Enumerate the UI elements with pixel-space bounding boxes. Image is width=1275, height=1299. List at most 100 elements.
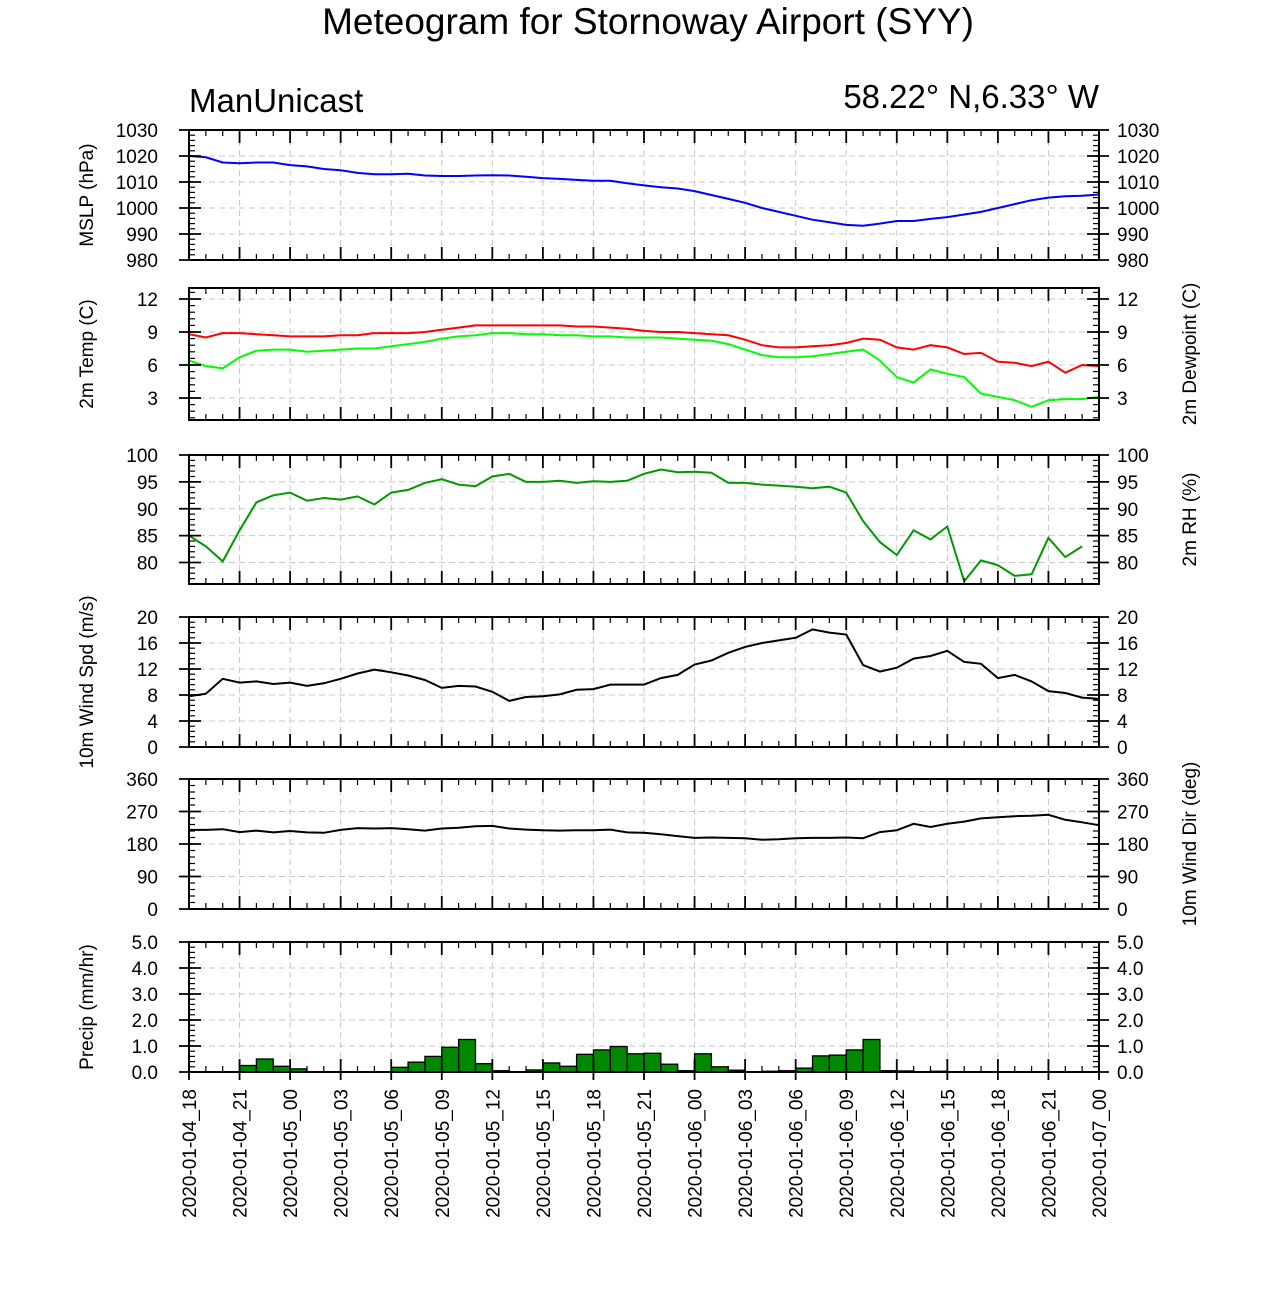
precip-ytick-label-left: 0.0 bbox=[132, 1063, 158, 1084]
wind-dir-ytick-label-right: 90 bbox=[1117, 868, 1138, 889]
wind-dir-ytick-label-left: 90 bbox=[137, 868, 158, 889]
temp-ytick-label-left: 6 bbox=[147, 356, 158, 377]
mslp-ylabel-left: MSLP (hPa) bbox=[77, 143, 98, 246]
wind-dir-ytick-label-right: 180 bbox=[1117, 835, 1149, 856]
precip-bar bbox=[255, 1058, 274, 1073]
wind-dir-panel: 0 0 90 90 180 180 270 270 360 360 10m Wind Dir (de… bbox=[126, 762, 1201, 927]
mslp-ytick-label-left: 1010 bbox=[116, 173, 158, 194]
time-tick-label: 2020-01-05_18 bbox=[584, 1089, 605, 1218]
precip-bar bbox=[828, 1054, 847, 1073]
mslp-ytick-label-right: 1010 bbox=[1117, 173, 1159, 194]
wind-dir-ytick-label-right: 270 bbox=[1117, 803, 1149, 824]
wind-speed-ytick-label-left: 20 bbox=[137, 608, 158, 629]
precip-ytick-label-right: 2.0 bbox=[1117, 1011, 1143, 1032]
mslp-ytick-label-left: 1030 bbox=[116, 121, 158, 142]
temp-ytick-label-right: 6 bbox=[1117, 356, 1128, 377]
precip-ytick-label-right: 0.0 bbox=[1117, 1063, 1143, 1084]
mslp-ytick-label-right: 980 bbox=[1117, 251, 1149, 272]
wind-speed-ylabel-left: 10m Wind Spd (m/s) bbox=[77, 595, 98, 768]
wind-speed-ytick-label-right: 16 bbox=[1117, 634, 1138, 655]
precip-bar bbox=[474, 1063, 493, 1073]
temp-series-line-1 bbox=[188, 324, 1100, 374]
precip-ytick-label-right: 1.0 bbox=[1117, 1037, 1143, 1058]
mslp-series-line-1 bbox=[188, 155, 1100, 227]
wind-speed-ytick-label-right: 4 bbox=[1117, 712, 1128, 733]
temp-ytick-label-left: 3 bbox=[147, 389, 158, 410]
precip-bar bbox=[457, 1038, 477, 1073]
precip-ytick-label-left: 2.0 bbox=[132, 1011, 158, 1032]
rh-series-line-1 bbox=[188, 468, 1083, 584]
time-tick-label: 2020-01-06_12 bbox=[888, 1089, 909, 1218]
precip-ylabel-left: Precip (mm/hr) bbox=[77, 944, 98, 1070]
rh-ytick-label-right: 95 bbox=[1117, 473, 1138, 494]
rh-ytick-label-right: 90 bbox=[1117, 500, 1138, 521]
time-tick-label: 2020-01-06_09 bbox=[837, 1089, 858, 1218]
rh-ytick-label-left: 85 bbox=[137, 527, 158, 548]
wind-speed-panel: 0 0 4 4 8 8 12 12 16 16 20 20 10m Wind Spd (m/s) bbox=[77, 595, 1138, 768]
precip-bar bbox=[643, 1052, 662, 1073]
precip-bar bbox=[441, 1046, 460, 1073]
temp-ytick-label-right: 12 bbox=[1117, 290, 1138, 311]
time-tick-label: 2020-01-06_15 bbox=[938, 1089, 959, 1218]
precip-ytick-label-right: 3.0 bbox=[1117, 985, 1143, 1006]
precip-panel: 0.0 0.0 1.0 1.0 2.0 2.0 3.0 3.0 4.0 4.0 5.0 5.0 Prec… bbox=[77, 933, 1143, 1084]
precip-bar bbox=[862, 1038, 881, 1073]
time-tick-label: 2020-01-06_00 bbox=[686, 1089, 707, 1218]
chart-title: Meteogram for Stornoway Airport (SYY) bbox=[322, 1, 974, 42]
wind-dir-ytick-label-right: 360 bbox=[1117, 770, 1149, 791]
time-tick-label: 2020-01-05_03 bbox=[332, 1089, 353, 1218]
precip-ytick-label-left: 1.0 bbox=[132, 1037, 158, 1058]
time-tick-label: 2020-01-06_18 bbox=[989, 1089, 1010, 1218]
mslp-ytick-label-left: 990 bbox=[126, 225, 158, 246]
time-tick-label: 2020-01-05_09 bbox=[433, 1089, 454, 1218]
wind-speed-ytick-label-left: 0 bbox=[147, 738, 158, 759]
temp-ytick-label-right: 9 bbox=[1117, 323, 1128, 344]
wind-dir-ytick-label-right: 0 bbox=[1117, 900, 1128, 921]
rh-ylabel-right: 2m RH (%) bbox=[1180, 473, 1201, 567]
time-axis: 2020-01-04_18 2020-01-04_21 2020-01-05_00 2… bbox=[180, 1072, 1111, 1218]
time-tick-label: 2020-01-06_06 bbox=[787, 1089, 808, 1218]
mslp-ytick-label-right: 1000 bbox=[1117, 199, 1159, 220]
wind-speed-ytick-label-left: 4 bbox=[147, 712, 158, 733]
time-tick-label: 2020-01-05_15 bbox=[534, 1089, 555, 1218]
precip-ytick-label-right: 5.0 bbox=[1117, 933, 1143, 954]
wind-dir-ylabel-right: 10m Wind Dir (deg) bbox=[1180, 762, 1201, 927]
mslp-ytick-label-left: 1020 bbox=[116, 147, 158, 168]
precip-bar bbox=[660, 1063, 679, 1073]
wind-speed-ytick-label-left: 12 bbox=[137, 660, 158, 681]
wind-speed-series-line-1 bbox=[188, 628, 1100, 702]
precip-ytick-label-right: 4.0 bbox=[1117, 959, 1143, 980]
wind-speed-ytick-label-left: 16 bbox=[137, 634, 158, 655]
time-tick-label: 2020-01-06_21 bbox=[1039, 1089, 1060, 1218]
precip-bar bbox=[575, 1053, 595, 1073]
time-tick-label: 2020-01-04_21 bbox=[231, 1089, 252, 1218]
wind-dir-ytick-label-left: 0 bbox=[147, 900, 158, 921]
precip-bar bbox=[542, 1062, 561, 1073]
time-tick-label: 2020-01-06_03 bbox=[736, 1089, 757, 1218]
temp-ylabel-left: 2m Temp (C) bbox=[77, 299, 98, 408]
wind-speed-ytick-label-right: 0 bbox=[1117, 738, 1128, 759]
precip-bar bbox=[592, 1049, 611, 1073]
precip-ytick-label-left: 5.0 bbox=[132, 933, 158, 954]
mslp-ytick-label-left: 980 bbox=[126, 251, 158, 272]
temp-ylabel-right: 2m Dewpoint (C) bbox=[1180, 283, 1201, 426]
time-tick-label: 2020-01-04_18 bbox=[180, 1089, 201, 1218]
rh-ytick-label-right: 85 bbox=[1117, 527, 1138, 548]
location-label: 58.22° N,6.33° W bbox=[843, 78, 1100, 115]
precip-ytick-label-left: 4.0 bbox=[132, 959, 158, 980]
wind-dir-ytick-label-left: 270 bbox=[126, 803, 158, 824]
temp-panel: 3 3 6 6 9 9 12 12 2m Temp (C) 2m Dewpoint (C) bbox=[77, 283, 1201, 426]
time-tick-label: 2020-01-05_06 bbox=[382, 1089, 403, 1218]
time-tick-label: 2020-01-05_12 bbox=[483, 1089, 504, 1218]
rh-ytick-label-left: 80 bbox=[137, 554, 158, 575]
rh-ytick-label-left: 95 bbox=[137, 473, 158, 494]
precip-bar bbox=[693, 1053, 713, 1073]
rh-panel: 80 80 85 85 90 90 95 95 100 100 2m RH (%) bbox=[126, 446, 1201, 585]
model-label: ManUnicast bbox=[189, 82, 363, 119]
rh-ytick-label-right: 100 bbox=[1117, 446, 1149, 467]
precip-bar bbox=[424, 1055, 443, 1073]
precip-bar bbox=[811, 1055, 831, 1073]
wind-dir-series-line-1 bbox=[189, 813, 1100, 841]
